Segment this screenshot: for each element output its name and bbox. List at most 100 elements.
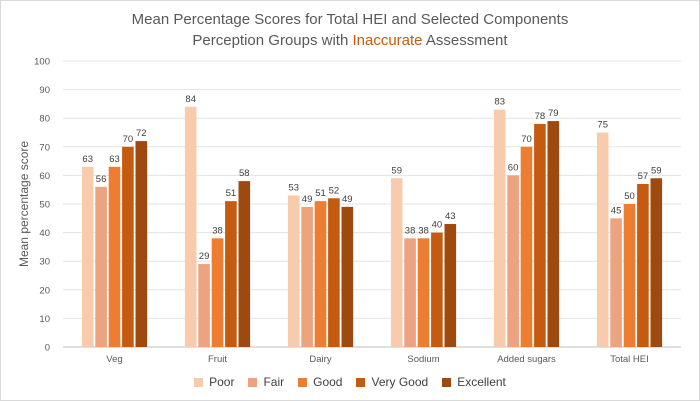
legend-swatch [298, 377, 308, 387]
bar [507, 175, 519, 347]
data-label: 57 [638, 171, 649, 182]
legend-swatch [442, 377, 452, 387]
bar [431, 232, 443, 347]
bar [95, 186, 107, 347]
y-tick-label: 50 [39, 200, 50, 211]
data-label: 49 [302, 194, 313, 205]
legend-item: Excellent [442, 375, 506, 389]
bar [328, 198, 340, 347]
legend-item: Good [298, 375, 342, 389]
y-tick-label: 100 [34, 57, 50, 68]
data-label: 49 [342, 194, 353, 205]
y-tick-label: 40 [39, 228, 50, 239]
y-tick-label: 90 [39, 85, 50, 96]
data-label: 63 [109, 154, 120, 165]
data-label: 60 [508, 162, 519, 173]
category-label: Dairy [309, 354, 331, 365]
data-label: 43 [445, 211, 456, 222]
data-label: 40 [432, 220, 443, 231]
title-highlight: Inaccurate [352, 32, 423, 49]
bar [287, 195, 300, 347]
data-label: 51 [315, 188, 326, 199]
data-label: 50 [624, 191, 635, 202]
category-label: Added sugars [497, 354, 556, 365]
bar [534, 123, 546, 347]
bar [135, 141, 148, 347]
title-line-2-post: Assessment [422, 32, 508, 49]
data-label: 63 [82, 154, 93, 165]
data-label: 38 [418, 225, 429, 236]
y-tick-label: 30 [39, 257, 50, 268]
legend-label: Very Good [371, 375, 429, 389]
bar [108, 166, 121, 347]
bar [417, 238, 430, 347]
data-label: 75 [597, 120, 608, 131]
data-label: 83 [494, 97, 505, 108]
bar [390, 178, 403, 347]
category-label: Veg [106, 354, 122, 365]
data-label: 58 [239, 168, 250, 179]
data-label: 84 [185, 94, 196, 105]
data-label: 78 [535, 111, 546, 122]
data-label: 59 [651, 165, 662, 176]
bar [637, 183, 649, 347]
category-label: Fruit [208, 354, 227, 365]
legend-swatch [248, 377, 258, 387]
bar [122, 146, 134, 347]
bar [211, 238, 224, 347]
data-label: 52 [329, 185, 340, 196]
y-tick-label: 80 [39, 114, 50, 125]
y-axis-ticks: 0 10 20 30 40 50 60 70 80 90 100 [34, 57, 50, 354]
bar [547, 121, 560, 347]
data-label: 59 [391, 165, 402, 176]
data-label: 79 [548, 108, 559, 119]
bar [623, 204, 636, 347]
data-label: 38 [212, 225, 223, 236]
bar [301, 206, 313, 347]
bar [184, 106, 197, 347]
y-axis-label: Mean percentage score [17, 141, 31, 267]
bar [404, 238, 416, 347]
legend-swatch [194, 377, 204, 387]
data-label: 72 [136, 128, 147, 139]
legend-swatch [356, 377, 366, 387]
bar [493, 109, 506, 348]
y-tick-label: 70 [39, 142, 50, 153]
data-label: 53 [288, 182, 299, 193]
bar [225, 201, 237, 347]
y-tick-label: 20 [39, 285, 50, 296]
bar [650, 178, 663, 347]
category-labels: Veg Fruit Dairy Sodium Added sugars Total HEI [106, 354, 648, 365]
data-label: 29 [199, 251, 210, 262]
y-tick-label: 0 [45, 343, 50, 354]
bar [314, 201, 327, 347]
legend: Poor Fair Good Very Good Excellent [1, 375, 699, 389]
chart-title: Mean Percentage Scores for Total HEI and… [1, 9, 699, 51]
title-line-2-pre: Perception Groups with [192, 32, 353, 49]
data-label: 45 [611, 205, 622, 216]
category-label: Total HEI [610, 354, 649, 365]
bar [610, 218, 622, 347]
category-label: Sodium [407, 354, 439, 365]
legend-label: Excellent [457, 375, 506, 389]
data-label: 38 [405, 225, 416, 236]
title-line-1: Mean Percentage Scores for Total HEI and… [131, 11, 569, 28]
legend-label: Poor [209, 375, 235, 389]
bar [81, 166, 94, 347]
data-label: 70 [123, 134, 134, 145]
legend-label: Fair [263, 375, 285, 389]
data-label: 56 [96, 174, 107, 185]
gridlines [63, 60, 681, 348]
bar [341, 206, 354, 347]
bar [238, 181, 251, 347]
legend-item: Very Good [356, 375, 428, 389]
data-label: 51 [226, 188, 237, 199]
title-line-2: Perception Groups with Inaccurate Assess… [1, 30, 699, 51]
legend-label: Good [313, 375, 343, 389]
bar [444, 224, 457, 347]
legend-item: Fair [248, 375, 284, 389]
legend-item: Poor [194, 375, 234, 389]
